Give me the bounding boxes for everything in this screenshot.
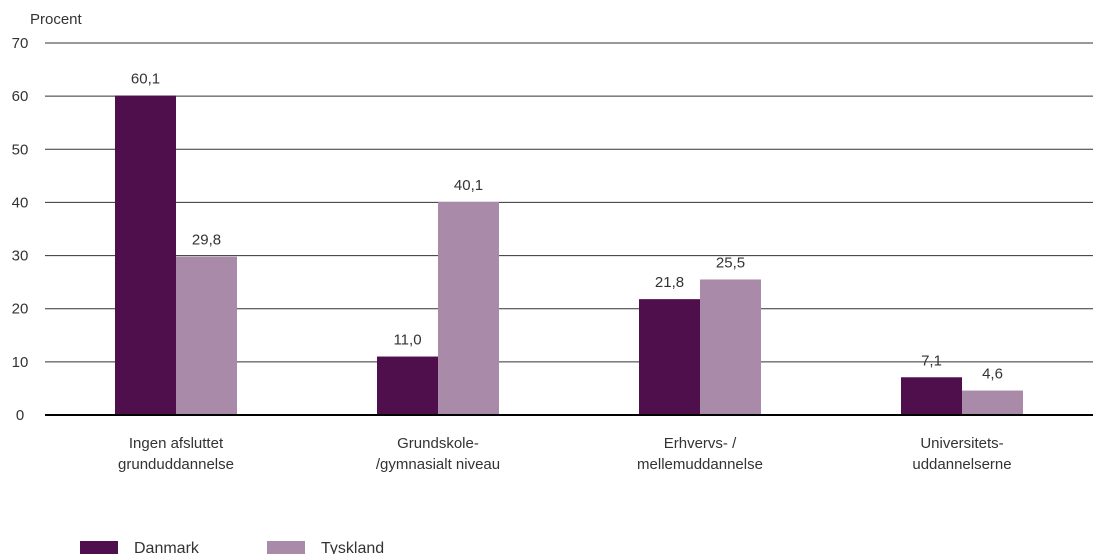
bar-danmark [639, 299, 700, 415]
legend: Danmark Tyskland [80, 540, 384, 554]
y-tick-label: 50 [12, 141, 29, 158]
y-tick-label: 30 [12, 248, 29, 265]
data-labels: 60,1 29,8 11,0 40,1 21,8 25,5 7,1 4,6 [131, 71, 1003, 383]
y-axis-label: Procent [30, 11, 83, 28]
y-tick-label: 10 [12, 354, 29, 371]
category-label: Universitets-uddannelserne [912, 435, 1011, 473]
data-label: 60,1 [131, 71, 160, 88]
bar-tyskland [176, 256, 237, 415]
data-label: 29,8 [192, 232, 221, 249]
legend-swatch-danmark [80, 541, 118, 554]
bar-tyskland [438, 201, 499, 415]
bar-danmark [115, 95, 176, 416]
y-tick-label: 70 [12, 35, 29, 52]
y-tick-label: 0 [16, 407, 24, 424]
data-label: 7,1 [921, 352, 942, 369]
category-label: Erhvervs- / mellemuddannelse [637, 435, 763, 473]
legend-label-tyskland: Tyskland [321, 540, 384, 554]
legend-label-danmark: Danmark [134, 540, 200, 554]
data-label: 21,8 [655, 274, 684, 291]
category-label: Ingen afsluttet grunduddannelse [118, 435, 234, 473]
bar-tyskland [962, 390, 1023, 415]
data-label: 40,1 [454, 177, 483, 194]
y-tick-label: 20 [12, 301, 29, 318]
bar-danmark [901, 377, 962, 415]
legend-swatch-tyskland [267, 541, 305, 554]
y-tick-label: 60 [12, 88, 29, 105]
data-label: 4,6 [982, 366, 1003, 383]
bar-danmark [377, 356, 438, 415]
data-label: 25,5 [716, 254, 745, 271]
category-labels: Ingen afsluttet grunduddannelse Grundskole… [118, 435, 1012, 473]
bar-tyskland [700, 279, 761, 415]
y-tick-labels: 0 10 20 30 40 50 60 70 [12, 35, 29, 424]
category-label: Grundskole-/gymnasialt niveau [376, 435, 500, 473]
data-label: 11,0 [393, 332, 421, 349]
y-tick-label: 40 [12, 194, 29, 211]
bars [115, 95, 1023, 416]
